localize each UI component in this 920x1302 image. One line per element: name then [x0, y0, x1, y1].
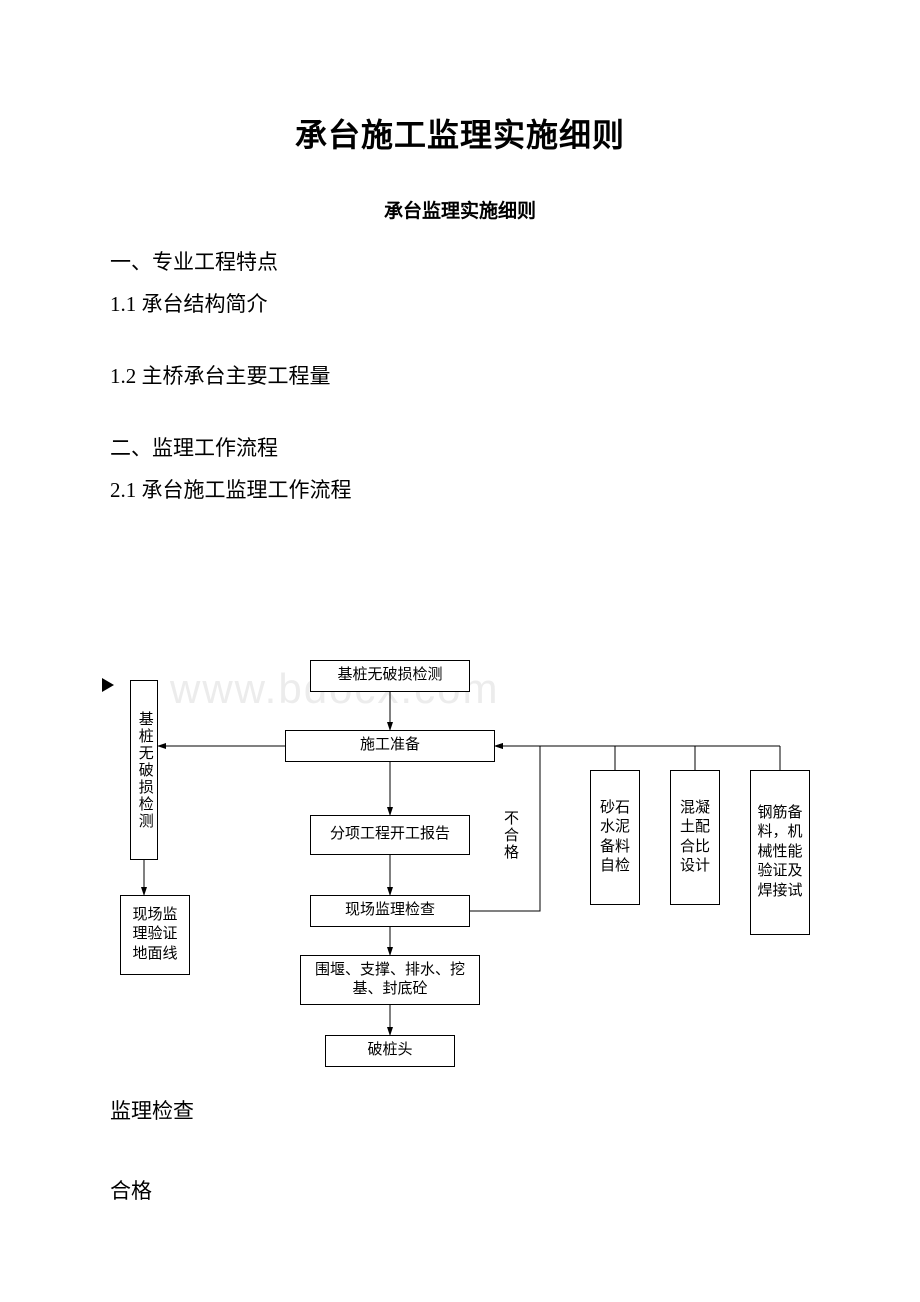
node-left-vertical: 基桩无破损检测	[130, 680, 158, 860]
section-2: 二、监理工作流程	[110, 427, 810, 469]
triangle-marker-icon	[102, 678, 118, 694]
node-prep: 施工准备	[285, 730, 495, 762]
node-material-1: 砂石水泥备料自检	[590, 770, 640, 905]
node-weiyan: 围堰、支撑、排水、挖基、封底砼	[300, 955, 480, 1005]
node-report: 分项工程开工报告	[310, 815, 470, 855]
flowchart-arrows	[100, 640, 860, 1070]
main-title: 承台施工监理实施细则	[110, 110, 810, 156]
bottom-text-1: 监理检查	[110, 1095, 194, 1125]
node-material-2: 混凝土配合比设计	[670, 770, 720, 905]
node-pile-head: 破桩头	[325, 1035, 455, 1067]
section-1-2: 1.2 主桥承台主要工程量	[110, 355, 810, 397]
flowchart-container: 基桩无破损检测 现场监理验证地面线 基桩无破损检测 施工准备 分项工程开工报告 …	[100, 640, 860, 1070]
node-inspect: 现场监理检查	[310, 895, 470, 927]
node-material-3: 钢筋备料，机械性能验证及焊接试	[750, 770, 810, 935]
sub-title: 承台监理实施细则	[110, 196, 810, 223]
bottom-text-2: 合格	[110, 1175, 152, 1205]
section-1: 一、专业工程特点	[110, 241, 810, 283]
label-unqualified: 不合格	[500, 810, 521, 861]
section-2-1: 2.1 承台施工监理工作流程	[110, 469, 810, 511]
node-left-lower: 现场监理验证地面线	[120, 895, 190, 975]
node-top: 基桩无破损检测	[310, 660, 470, 692]
section-1-1: 1.1 承台结构简介	[110, 283, 810, 325]
